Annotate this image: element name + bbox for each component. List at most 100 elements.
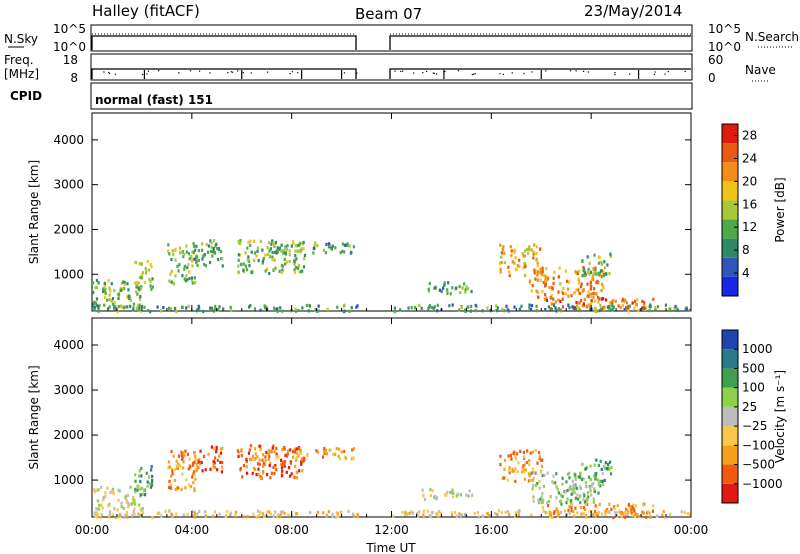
velocity-echo-cell [253, 458, 255, 461]
nave-dot [576, 70, 577, 71]
power-echo-cell [170, 258, 172, 261]
power-echo-cell [264, 254, 266, 257]
power-echo-cell [609, 253, 611, 256]
velocity-echo-cell [496, 513, 498, 516]
velocity-echo-cell [609, 461, 611, 464]
velocity-echo-cell [249, 448, 251, 451]
velocity-echo-cell [180, 488, 182, 491]
power-y-tick-label: 1000 [53, 267, 84, 281]
power-echo-cell [272, 251, 274, 254]
velocity-echo-cell [605, 461, 607, 464]
power-echo-cell [139, 295, 141, 298]
power-echo-cell [508, 270, 510, 273]
power-colorbar-segment [722, 220, 738, 239]
power-echo-cell [557, 290, 559, 293]
power-echo-cell [172, 249, 174, 252]
velocity-echo-cell [121, 505, 123, 508]
power-echo-cell [535, 259, 537, 262]
velocity-echo-cell [570, 499, 572, 502]
power-echo-cell [544, 298, 546, 301]
power-echo-cell [674, 305, 676, 308]
velocity-echo-cell [203, 455, 205, 458]
velocity-echo-cell [209, 468, 211, 471]
velocity-echo-cell [112, 513, 114, 516]
power-echo-cell [459, 285, 461, 288]
velocity-echo-cell [572, 510, 574, 513]
power-echo-cell [213, 247, 215, 250]
velocity-echo-cell [557, 510, 559, 513]
power-echo-cell [168, 252, 170, 255]
velocity-echo-cell [148, 475, 150, 478]
power-echo-cell [327, 308, 329, 311]
power-echo-cell [111, 282, 113, 285]
nave-dot [654, 74, 655, 75]
power-echo-cell [126, 305, 128, 308]
velocity-echo-cell [541, 465, 543, 468]
power-echo-cell [549, 286, 551, 289]
power-echo-cell [534, 277, 536, 280]
velocity-echo-cell [174, 468, 176, 471]
power-echo-cell [342, 242, 344, 245]
power-echo-cell [643, 307, 645, 310]
velocity-echo-cell [456, 515, 458, 518]
velocity-echo-cell [589, 489, 591, 492]
velocity-echo-cell [168, 460, 170, 463]
power-echo-cell [298, 264, 300, 267]
nave-dot [108, 72, 109, 73]
velocity-echo-cell [656, 514, 658, 517]
power-echo-cell [464, 309, 466, 312]
power-echo-cell [268, 241, 270, 244]
velocity-echo-cell [151, 475, 153, 478]
power-echo-cell [523, 254, 525, 257]
velocity-echo-cell [404, 511, 406, 514]
power-echo-cell [394, 310, 396, 313]
velocity-echo-cell [221, 461, 223, 464]
power-echo-cell [641, 300, 643, 303]
velocity-echo-cell [521, 470, 523, 473]
velocity-echo-cell [187, 453, 189, 456]
velocity-echo-cell [343, 450, 345, 453]
power-echo-cell [174, 274, 176, 277]
power-echo-cell [571, 305, 573, 308]
velocity-echo-cell [287, 449, 289, 452]
power-echo-cell [261, 249, 263, 252]
velocity-echo-cell [336, 511, 338, 514]
power-echo-cell [316, 244, 318, 247]
velocity-echo-cell [649, 511, 651, 514]
power-echo-cell [519, 308, 521, 311]
power-echo-cell [546, 299, 548, 302]
velocity-echo-cell [574, 476, 576, 479]
velocity-echo-cell [216, 468, 218, 471]
velocity-echo-cell [601, 468, 603, 471]
velocity-echo-cell [194, 451, 196, 454]
power-echo-cell [194, 281, 196, 284]
power-echo-cell [104, 296, 106, 299]
power-echo-cell [109, 298, 111, 301]
velocity-echo-cell [117, 499, 119, 502]
nave-dot [531, 71, 532, 72]
velocity-echo-cell [99, 516, 101, 519]
power-echo-cell [96, 304, 98, 307]
velocity-echo-cell [214, 510, 216, 513]
nave-dot [402, 71, 403, 72]
velocity-echo-cell [106, 487, 108, 490]
velocity-echo-cell [542, 506, 544, 509]
power-echo-cell [254, 307, 256, 310]
power-echo-cell [289, 249, 291, 252]
velocity-echo-cell [265, 459, 267, 462]
power-echo-cell [285, 251, 287, 254]
nave-dot [227, 72, 228, 73]
velocity-echo-cell [564, 509, 566, 512]
velocity-echo-cell [181, 472, 183, 475]
power-echo-cell [211, 246, 213, 249]
power-echo-cell [507, 308, 509, 311]
power-echo-cell [260, 240, 262, 243]
power-echo-cell [118, 292, 120, 295]
power-echo-cell [475, 304, 477, 307]
power-echo-cell [652, 298, 654, 301]
freq-label-2: [MHz] [4, 67, 39, 81]
velocity-echo-cell [529, 479, 531, 482]
velocity-echo-cell [636, 513, 638, 516]
velocity-echo-cell [423, 510, 425, 513]
power-echo-cell [186, 250, 188, 253]
